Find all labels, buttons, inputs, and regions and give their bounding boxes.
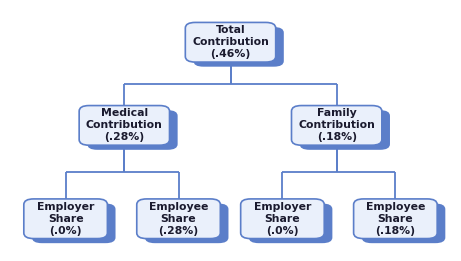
- Text: Employer
Share
(.0%): Employer Share (.0%): [254, 202, 311, 236]
- FancyBboxPatch shape: [300, 110, 390, 150]
- Text: Employee
Share
(.18%): Employee Share (.18%): [366, 202, 425, 236]
- FancyBboxPatch shape: [291, 105, 382, 145]
- FancyBboxPatch shape: [32, 204, 116, 243]
- FancyBboxPatch shape: [354, 199, 437, 239]
- Text: Family
Contribution
(.18%): Family Contribution (.18%): [298, 108, 375, 143]
- Text: Medical
Contribution
(.28%): Medical Contribution (.28%): [86, 108, 163, 143]
- FancyBboxPatch shape: [241, 199, 324, 239]
- FancyBboxPatch shape: [194, 27, 284, 67]
- FancyBboxPatch shape: [137, 199, 220, 239]
- FancyBboxPatch shape: [145, 204, 229, 243]
- Text: Employer
Share
(.0%): Employer Share (.0%): [37, 202, 95, 236]
- FancyBboxPatch shape: [185, 22, 276, 62]
- FancyBboxPatch shape: [87, 110, 177, 150]
- FancyBboxPatch shape: [249, 204, 332, 243]
- FancyBboxPatch shape: [79, 105, 170, 145]
- Text: Total
Contribution
(.46%): Total Contribution (.46%): [192, 25, 269, 59]
- FancyBboxPatch shape: [24, 199, 107, 239]
- Text: Employee
Share
(.28%): Employee Share (.28%): [149, 202, 208, 236]
- FancyBboxPatch shape: [362, 204, 445, 243]
